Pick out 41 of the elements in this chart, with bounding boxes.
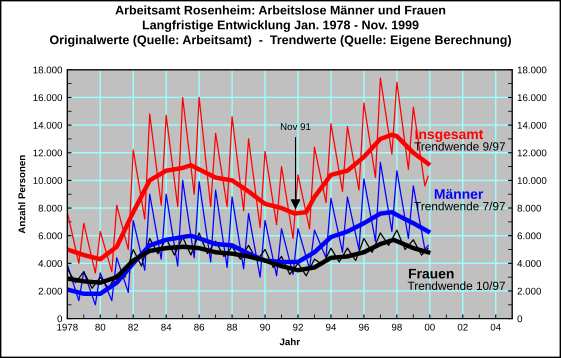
y2-tick-label: 2.000 — [518, 288, 542, 295]
y-tick-label: 6.000 — [38, 232, 62, 240]
annotation: Trendwende 10/97 — [408, 281, 505, 290]
y2-tick-label: 10.000 — [518, 177, 546, 184]
x-tick-label: 00 — [424, 324, 435, 331]
y-tick-label: 12.000 — [33, 149, 62, 156]
x-tick-label: 90 — [260, 324, 270, 331]
chart-title: Arbeitsamt Rosenheim: Arbeitslose Männer und Frauen Langfristige Entwicklung Jan. 1978 - Nov. 1999 Originalwerte (Quelle: Arbeitsamt) - Trendwerte (Quelle: Eigene Berechnung) — [50, 5, 511, 47]
y2-tick-label: 4.000 — [517, 260, 542, 267]
x-tick-label: 80 — [95, 324, 106, 331]
y-tick-label: 16.000 — [33, 94, 62, 102]
text: Männer — [434, 189, 484, 199]
x-axis-title: Jahr — [280, 338, 300, 346]
y-tick-label: 10.000 — [33, 177, 62, 184]
y-tick-label: 2.000 — [38, 288, 62, 295]
x-tick-label: 96 — [358, 324, 369, 331]
x-tick-label: 86 — [194, 324, 204, 331]
x-tick-label: 1978 — [57, 324, 78, 331]
x-tick-label: 82 — [128, 324, 138, 331]
x-tick-label: 94 — [326, 324, 336, 331]
y-tick-label: 18.000 — [33, 66, 62, 74]
series-label: Frauen — [408, 268, 454, 279]
x-tick-label: 98 — [392, 324, 402, 331]
y2-tick-label: 18.000 — [518, 66, 546, 74]
y-tick-label: 14.000 — [33, 122, 62, 129]
y2-tick-label: 16.000 — [518, 94, 546, 102]
y-tick-label: 8.000 — [38, 204, 62, 212]
y-axis-title: Anzahl Personen — [18, 155, 26, 234]
y-tick-label: 0 — [57, 315, 62, 322]
x-tick-label: 92 — [293, 324, 303, 331]
x-tick-label: 04 — [490, 324, 501, 331]
annotation: Nov 91 — [280, 123, 310, 130]
y-tick-label: 4.000 — [38, 260, 62, 267]
y2-tick-label: 12.000 — [518, 149, 546, 156]
x-tick-label: 84 — [161, 324, 172, 331]
y2-tick-label: 0 — [517, 315, 522, 322]
y2-tick-label: 8.000 — [517, 204, 542, 212]
x-tick-label: 02 — [458, 324, 468, 331]
y2-tick-label: 14.000 — [518, 122, 546, 129]
x-tick-label: 88 — [227, 324, 238, 331]
y2-tick-label: 6.000 — [518, 232, 542, 240]
